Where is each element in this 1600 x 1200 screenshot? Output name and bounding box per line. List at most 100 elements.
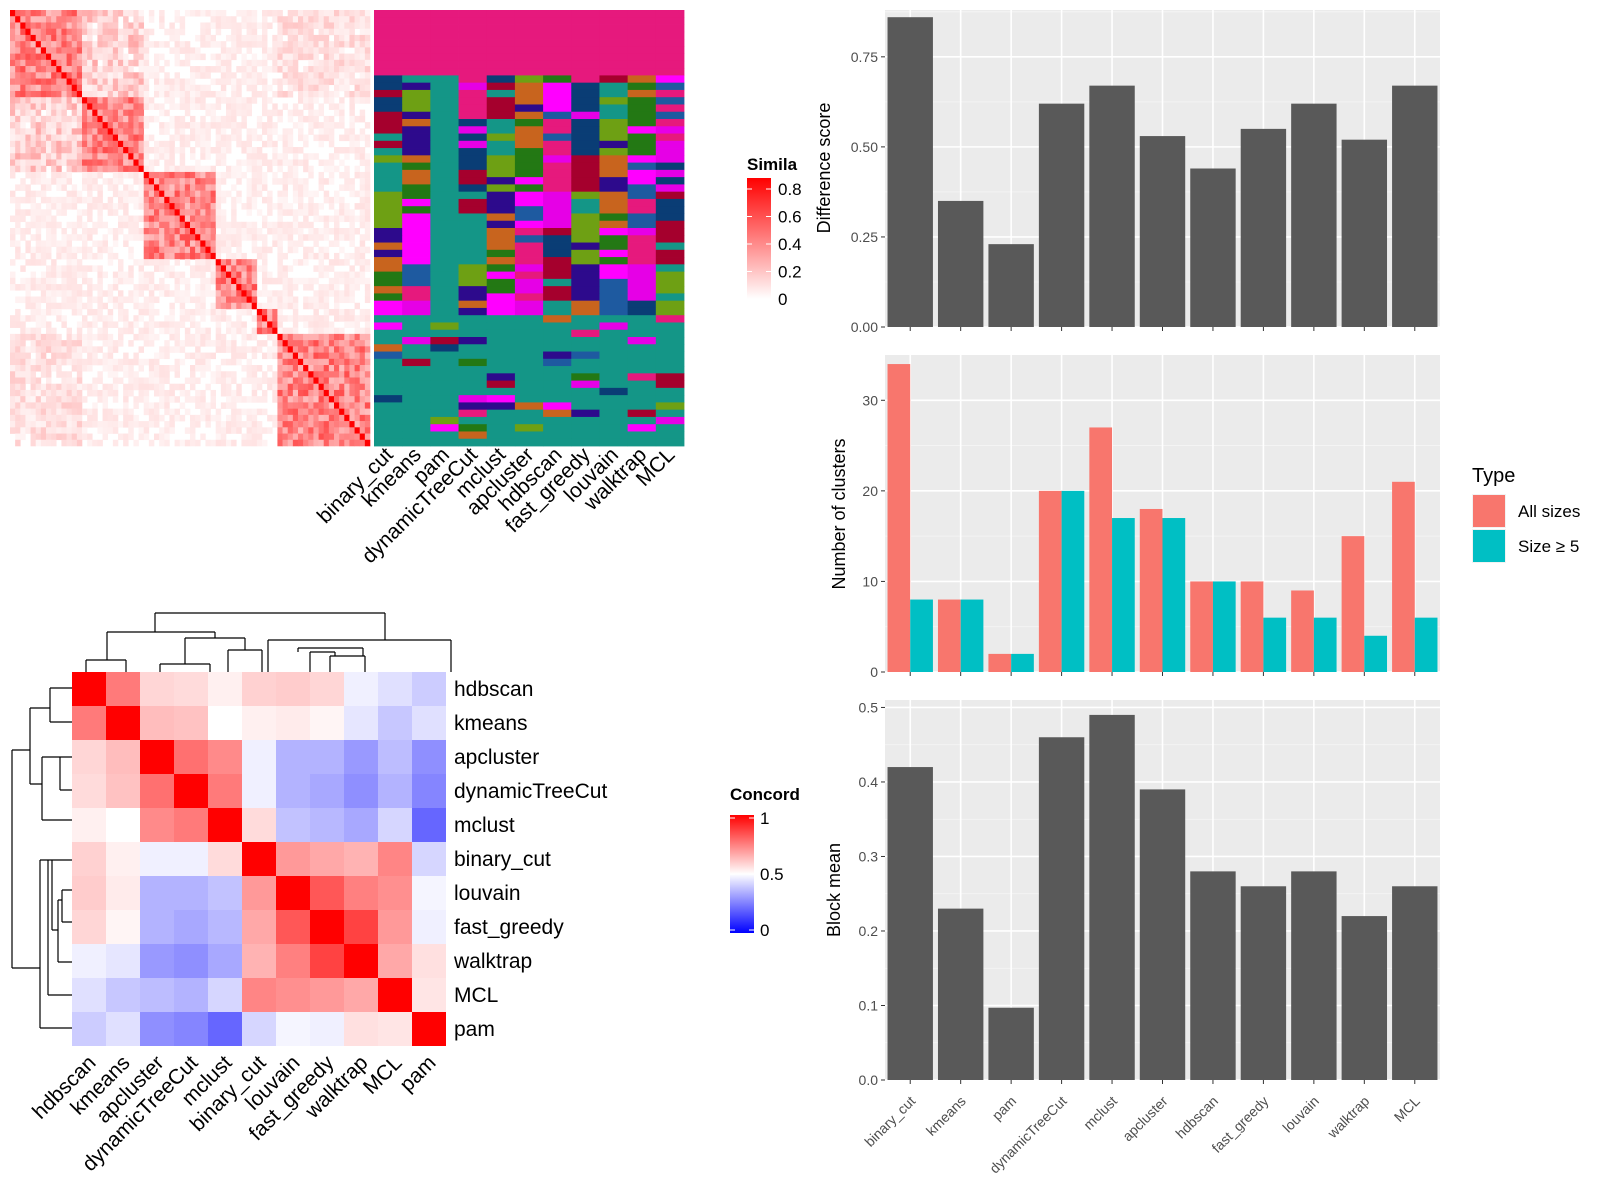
similarity-cell — [10, 396, 16, 403]
similarity-cell — [164, 234, 170, 241]
similarity-cell — [148, 196, 155, 204]
similarity-cell — [231, 402, 237, 409]
similarity-cell — [292, 340, 299, 347]
similarity-cell — [40, 308, 47, 316]
similarity-cell — [15, 389, 21, 397]
similarity-cell — [107, 28, 114, 36]
similarity-cell — [308, 433, 314, 441]
concordance-cell — [378, 876, 412, 910]
similarity-cell — [303, 277, 309, 285]
similarity-cell — [236, 41, 242, 48]
similarity-cell — [97, 190, 103, 198]
similarity-cell — [246, 271, 253, 279]
similarity-cell — [190, 321, 196, 328]
similarity-cell — [354, 333, 361, 341]
concordance-cell — [276, 808, 310, 842]
similarity-cell — [313, 66, 319, 73]
similarity-cell — [107, 84, 114, 92]
concordance-cell — [412, 808, 446, 842]
similarity-cell — [236, 234, 242, 241]
concordance-cell — [344, 910, 378, 944]
similarity-cell — [277, 308, 283, 316]
similarity-cell — [195, 122, 201, 129]
cluster-label-cell — [430, 438, 459, 447]
similarity-cell — [292, 165, 299, 173]
concordance-cell — [276, 842, 310, 876]
similarity-cell — [97, 115, 103, 123]
similarity-cell — [25, 327, 31, 335]
similarity-cell — [128, 365, 134, 372]
similarity-cell — [123, 402, 129, 409]
similarity-cell — [344, 259, 350, 266]
similarity-cell — [20, 34, 26, 42]
similarity-cell — [339, 147, 345, 154]
similarity-cell — [10, 97, 16, 104]
similarity-cell — [256, 340, 263, 347]
similarity-cell — [292, 427, 299, 434]
similarity-cell — [215, 59, 222, 67]
similarity-cell — [61, 302, 67, 310]
similarity-cell — [179, 277, 186, 285]
similarity-cell — [313, 47, 319, 54]
similarity-cell — [128, 41, 134, 48]
similarity-cell — [159, 240, 165, 247]
concordance-cell — [310, 808, 344, 842]
similarity-cell — [328, 10, 335, 17]
similarity-cell — [298, 196, 304, 204]
concordance-cell — [310, 1012, 344, 1046]
similarity-cell — [179, 321, 186, 328]
similarity-cell — [272, 383, 278, 391]
similarity-cell — [133, 165, 139, 173]
similarity-cell — [76, 259, 83, 266]
similarity-cell — [164, 109, 170, 117]
similarity-cell — [138, 159, 145, 167]
cluster-label-cell — [571, 111, 600, 120]
cluster-label-cell — [571, 31, 600, 40]
similarity-cell — [200, 134, 206, 142]
similarity-cell — [241, 396, 247, 403]
similarity-cell — [20, 396, 26, 403]
similarity-cell — [71, 365, 78, 372]
similarity-cell — [76, 265, 83, 272]
similarity-cell — [30, 277, 37, 285]
similarity-cell — [313, 16, 319, 23]
similarity-cell — [205, 147, 211, 154]
similarity-cell — [61, 72, 67, 79]
similarity-cell — [56, 358, 62, 366]
similarity-cell — [359, 234, 366, 241]
cluster-label-cell — [543, 366, 572, 374]
number-of-clusters-bar — [1061, 490, 1085, 672]
similarity-cell — [359, 97, 366, 104]
cluster-label-cell — [514, 300, 544, 309]
similarity-cell — [71, 53, 78, 61]
similarity-cell — [133, 47, 139, 54]
similarity-cell — [236, 84, 242, 92]
similarity-cell — [282, 203, 289, 210]
similarity-cell — [148, 302, 155, 310]
similarity-cell — [35, 109, 42, 117]
similarity-cell — [364, 259, 371, 266]
similarity-cell — [241, 277, 247, 285]
similarity-cell — [112, 28, 119, 36]
difference-score-bar — [1038, 103, 1085, 327]
similarity-cell — [303, 97, 309, 104]
similarity-cell — [287, 439, 294, 447]
similarity-cell — [71, 203, 78, 210]
similarity-cell — [298, 159, 304, 167]
similarity-cell — [92, 252, 98, 260]
similarity-cell — [195, 140, 201, 148]
cluster-label-cell — [655, 438, 685, 447]
similarity-cell — [174, 358, 181, 366]
similarity-cell — [30, 78, 37, 86]
similarity-cell — [143, 190, 150, 198]
similarity-cell — [210, 122, 217, 129]
cluster-label-cell — [402, 177, 431, 185]
similarity-cell — [190, 240, 196, 247]
similarity-cell — [82, 234, 88, 241]
similarity-cell — [231, 72, 237, 79]
similarity-cell — [25, 302, 31, 310]
similarity-cell — [215, 115, 222, 123]
similarity-cell — [364, 340, 371, 347]
similarity-cell — [10, 165, 16, 173]
similarity-cell — [246, 427, 253, 434]
